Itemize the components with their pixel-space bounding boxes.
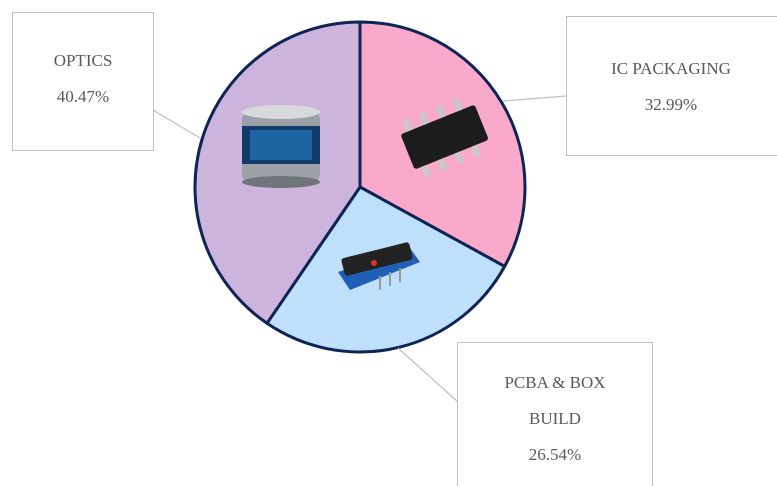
value-label: 26.54% [528,445,582,464]
chip-icon [401,98,488,179]
value-label: 40.47% [56,87,110,106]
callout: PCBA & BOX BUILD 26.54% [457,342,653,486]
callout: IC PACKAGING 32.99% [566,16,777,156]
optics-icon [242,105,320,188]
category-label: OPTICS [53,51,113,70]
category-label: PCBA & BOX BUILD [504,373,606,428]
value-label: 32.99% [644,95,698,114]
leader-line [502,95,567,102]
callout: OPTICS 40.47% [12,12,154,151]
leader-line [397,347,459,403]
category-label: IC PACKAGING [611,59,731,78]
leader-line [152,109,201,139]
sensor-icon [338,242,420,290]
slices [193,20,527,354]
